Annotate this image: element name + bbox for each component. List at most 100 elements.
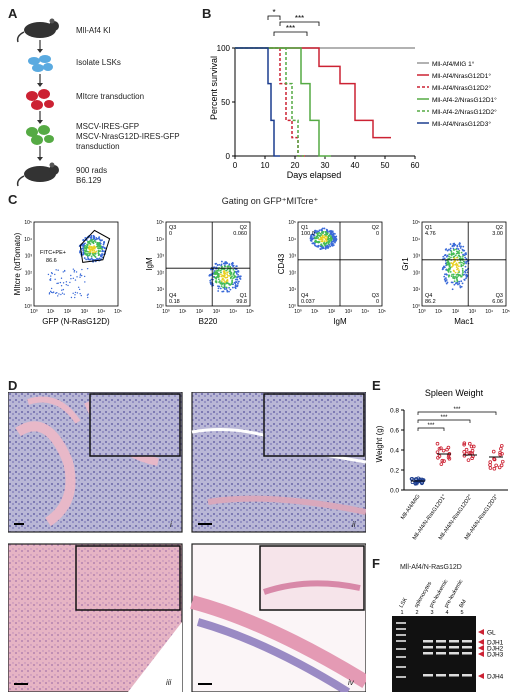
survival-ylabel: Percent survival [209,56,219,120]
facs-event-dot [451,281,454,284]
facs-event-dot [320,228,323,231]
facs-event-dot [464,271,467,274]
facs-gate-value: 86.6 [46,258,57,264]
facs-event-dot [451,245,454,248]
facs-event-dot [227,282,230,285]
facs-x-tick-label: 10³ [469,309,477,315]
facs-event-dot [233,275,236,277]
facs-x-tick-label: 10⁰ [162,309,170,315]
facs-event-dot [464,256,467,259]
histology-label-ii: ii [352,520,356,529]
facs-quadrant-value: 0 [169,231,172,237]
facs-event-dot [314,240,316,243]
facs-event-dot [74,279,77,281]
facs-event-dot [334,232,336,235]
facs-event-dot [322,230,325,233]
facs-quadrant-value: 86.2 [425,299,436,305]
facs-event-dot [220,285,223,288]
facs-event-dot [226,276,229,279]
facs-event-dot [92,254,95,256]
spleen-y-tick-label: 0.6 [390,428,399,435]
facs-x-tick-label: 10³ [213,309,221,315]
facs-event-dot [458,242,461,244]
facs-event-dot [97,237,100,240]
facs-event-dot [449,271,452,273]
spleen-data-point [492,466,497,471]
step-mscv-ires-gfp: MSCV-IRES-GFP [76,122,140,131]
facs-event-dot [102,243,105,246]
facs-event-dot [233,276,236,279]
facs-event-dot [236,278,239,281]
facs-event-dot [311,242,314,245]
survival-legend-label: Mll-Af4/NrasG12D1° [432,72,491,80]
facs-event-dot [320,243,323,246]
facs-event-dot [446,254,449,257]
facs-event-dot [94,255,96,258]
facs-event-dot [462,264,464,267]
facs-event-dot [219,269,222,272]
facs-gating-title: Gating on GFP⁺MITcre⁺ [221,196,319,206]
facs-event-dot [465,269,468,272]
facs-event-dot [458,271,461,273]
facs-event-dot [455,248,457,251]
facs-event-dot [89,243,92,245]
facs-y-tick-label: 10² [289,270,297,276]
facs-event-dot [228,290,230,293]
gel-band [423,640,433,643]
survival-x-tick-label: 20 [291,161,300,170]
facs-event-dot [79,274,81,276]
spleen-data-point [497,465,502,470]
gel-band-label: DJH4 [487,674,504,681]
facs-event-dot [220,263,223,266]
survival-series [235,47,415,157]
facs-x-tick-label: 10³ [345,309,353,315]
facs-event-dot [458,281,460,283]
facs-event-dot [331,234,334,237]
facs-x-tick-label: 10⁵ [378,309,386,315]
facs-event-dot [100,247,103,250]
gel-image: LSK1splenocytes2pre-leukemic3pre-leukemi… [392,579,504,692]
facs-event-dot [465,262,467,265]
facs-event-dot [84,244,87,247]
facs-event-dot [99,239,102,242]
facs-event-dot [327,247,330,249]
facs-event-dot [55,269,57,271]
gel-band [423,646,433,649]
facs-event-dot [225,269,228,272]
facs-event-dot [448,255,450,258]
facs-event-dot [97,254,100,257]
facs-event-dot [457,273,460,276]
facs-event-dot [459,259,462,262]
gel-band [449,640,459,643]
facs-event-dot [47,273,50,276]
facs-event-dot [214,272,217,275]
facs-event-dot [222,262,225,265]
lsk-cells-icon [28,55,53,72]
facs-event-dot [223,285,226,288]
facs-event-dot [325,234,328,236]
facs-event-dot [84,237,87,239]
facs-event-dot [217,268,220,271]
facs-event-dot [464,265,467,268]
facs-event-dot [215,277,218,280]
spleen-data-point [462,450,467,454]
facs-event-dot [325,231,328,233]
facs-y-tick-label: 10⁵ [288,220,296,226]
facs-event-dot [453,283,456,286]
facs-event-dot [314,244,316,247]
facs-event-dot [92,236,95,239]
facs-event-dot [226,281,228,284]
facs-quadrant-id: Q2 [240,225,247,231]
facs-event-dot [316,232,318,235]
facs-event-dot [98,257,101,260]
facs-event-dot [62,282,65,284]
spleen-ylabel: Weight (g) [375,425,384,462]
facs-xlabel: Mac1 [454,317,474,326]
facs-event-dot [456,276,459,279]
spleen-data-point [471,444,476,449]
gel-band [462,640,472,643]
facs-y-tick-label: 10¹ [157,287,165,293]
facs-event-dot [74,291,77,294]
step-transduction: transduction [76,142,120,151]
spleen-data-point [462,441,467,445]
